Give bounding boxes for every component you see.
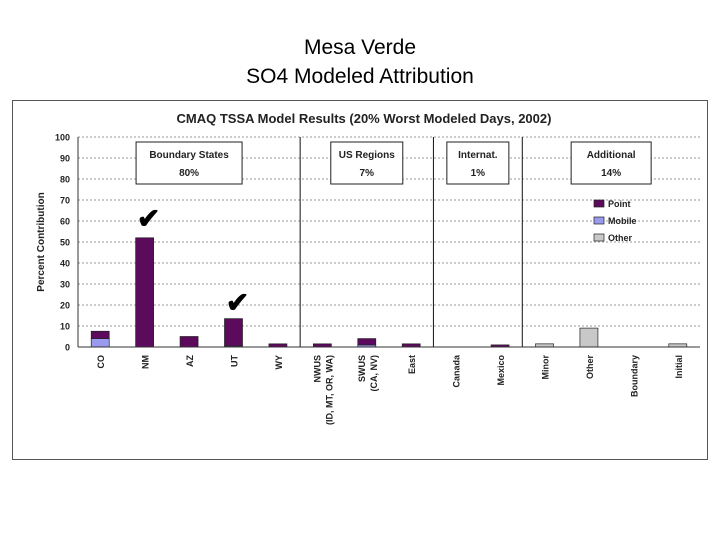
group-value: 7% [360, 168, 375, 179]
group-box [570, 141, 652, 185]
y-tick-label: 60 [60, 217, 70, 227]
group-box [330, 141, 404, 185]
bar-point [224, 318, 243, 347]
y-tick-label: 90 [60, 154, 70, 164]
group-label: Internat. [458, 150, 498, 161]
y-tick-label: 70 [60, 196, 70, 206]
legend-swatch [593, 216, 605, 225]
chart-title: CMAQ TSSA Model Results (20% Worst Model… [177, 111, 552, 126]
checkmark-icon: ✔ [137, 203, 160, 234]
legend: Point Mobile Other [593, 199, 637, 243]
y-tick-label: 40 [60, 259, 70, 269]
x-tick-label: Canada [452, 354, 462, 388]
bar-point [135, 237, 154, 348]
x-axis-ticks: CO NM AZ UT WY NWUS (ID, MT, OR, WA) SWUS (CA, N… [96, 354, 684, 425]
x-tick-label: CO [96, 355, 106, 369]
chart: CMAQ TSSA Model Results (20% Worst Model… [36, 111, 700, 425]
checkmarks: ✔✔ [137, 203, 249, 318]
y-axis-label: Percent Contribution [36, 192, 47, 291]
slide-title: Mesa Verde [303, 36, 417, 59]
x-tick-label: AZ [185, 355, 195, 367]
y-tick-label: 0 [65, 343, 70, 353]
bar-other [579, 327, 599, 348]
legend-label: Other [608, 233, 633, 243]
x-tick-label: Minor [541, 355, 551, 380]
legend-swatch [593, 199, 605, 208]
bar-point [357, 338, 377, 346]
y-tick-label: 20 [60, 301, 70, 311]
group-value: 80% [179, 168, 199, 179]
legend-label: Mobile [608, 216, 637, 226]
y-tick-label: 30 [60, 280, 70, 290]
bar-point [90, 330, 110, 339]
x-tick-label: UT [230, 355, 240, 367]
y-tick-label: 100 [55, 133, 70, 143]
group-label: US Regions [339, 150, 396, 161]
group-box [446, 141, 510, 185]
group-separators [299, 137, 523, 347]
x-tick-label: Mexico [496, 355, 506, 386]
x-tick-label: Other [585, 355, 595, 380]
group-label: Boundary States [149, 150, 229, 161]
x-tick-label: (ID, MT, OR, WA) [324, 355, 334, 425]
group-value: 1% [471, 168, 486, 179]
x-tick-label: NWUS [312, 355, 322, 383]
x-tick-label: WY [274, 355, 284, 370]
x-tick-label: Boundary [629, 355, 639, 397]
group-value: 14% [601, 168, 621, 179]
x-tick-label: East [407, 355, 417, 374]
x-tick-label: NM [141, 355, 151, 369]
y-axis-ticks: 0 10 20 30 40 50 60 70 80 90 100 [55, 133, 70, 353]
chart-frame [12, 100, 708, 460]
x-tick-label: (CA, NV) [369, 355, 379, 392]
bar-mobile [90, 338, 110, 348]
bar-point [179, 336, 199, 348]
legend-label: Point [608, 199, 631, 209]
x-tick-label: Initial [674, 355, 684, 379]
group-box [135, 141, 243, 185]
x-tick-label: SWUS [357, 355, 367, 382]
legend-swatch [593, 233, 605, 242]
group-boxes: Boundary States 80% US Regions 7% Internat. 1… [135, 141, 652, 185]
checkmark-icon: ✔ [226, 287, 249, 318]
group-label: Additional [587, 150, 636, 161]
y-tick-label: 10 [60, 322, 70, 332]
slide-subtitle: SO4 Modeled Attribution [246, 65, 474, 88]
bars [90, 237, 688, 348]
y-tick-label: 80 [60, 175, 70, 185]
y-tick-label: 50 [60, 238, 70, 248]
